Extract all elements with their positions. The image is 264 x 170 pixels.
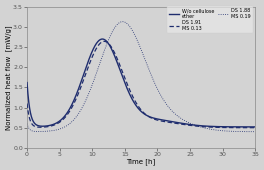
X-axis label: Time [h]: Time [h] [126,158,156,165]
Y-axis label: Normalized heat flow  [mW/g]: Normalized heat flow [mW/g] [5,25,12,130]
Legend: W/o cellulose
ether, DS 1.91
MS 0.13, DS 1.88
MS 0.19: W/o cellulose ether, DS 1.91 MS 0.13, DS… [167,6,253,33]
